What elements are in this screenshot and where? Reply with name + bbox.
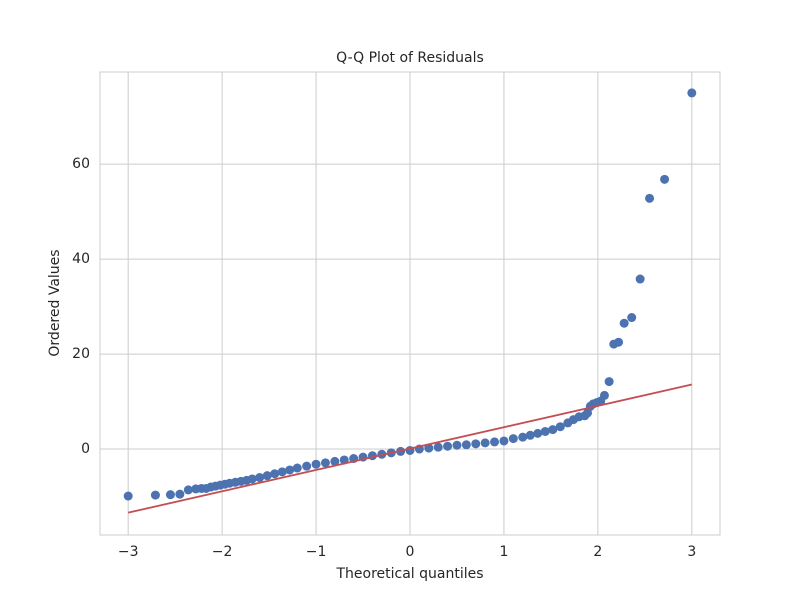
point [452, 440, 462, 450]
x-tick-label: 2 [593, 544, 602, 560]
point [123, 491, 133, 501]
point [508, 434, 518, 444]
point [548, 425, 558, 435]
point [490, 437, 500, 447]
point [635, 274, 645, 284]
point [302, 461, 312, 471]
point [292, 463, 302, 473]
point [619, 318, 629, 328]
x-tick-label: −3 [118, 544, 139, 560]
point [247, 474, 257, 484]
point [614, 337, 624, 347]
point [330, 456, 340, 466]
point [150, 490, 160, 500]
point [277, 467, 287, 477]
chart-title: Q-Q Plot of Residuals [336, 50, 484, 66]
point [311, 459, 321, 469]
point [165, 490, 175, 500]
x-tick-label: 3 [687, 544, 696, 560]
point [525, 430, 535, 440]
point [604, 377, 614, 387]
y-tick-label: 40 [72, 251, 90, 267]
point [540, 426, 550, 436]
point [555, 422, 565, 432]
point [499, 436, 509, 446]
point [433, 442, 443, 452]
x-axis-label: Theoretical quantiles [335, 566, 483, 582]
point [262, 471, 272, 481]
point [645, 193, 655, 203]
point [687, 88, 697, 98]
point [627, 313, 637, 323]
fit-line [127, 383, 693, 514]
y-axis-label: Ordered Values [47, 249, 63, 356]
point [255, 473, 265, 483]
y-tick-label: 20 [72, 346, 90, 362]
point [461, 440, 471, 450]
point [518, 432, 528, 442]
x-tick-label: −1 [306, 544, 327, 560]
point [270, 469, 280, 479]
y-tick-label: 60 [72, 156, 90, 172]
point [183, 485, 193, 495]
point [175, 489, 185, 499]
point [533, 428, 543, 438]
point [599, 390, 609, 400]
x-tick-label: 1 [499, 544, 508, 560]
point [480, 438, 490, 448]
x-tick-label: −2 [212, 544, 233, 560]
x-tick-label: 0 [406, 544, 415, 560]
point [660, 174, 670, 184]
point [471, 439, 481, 449]
point [320, 458, 330, 468]
point [443, 441, 453, 451]
point [424, 443, 434, 453]
y-tick-label: 0 [81, 441, 90, 457]
point [285, 465, 295, 475]
